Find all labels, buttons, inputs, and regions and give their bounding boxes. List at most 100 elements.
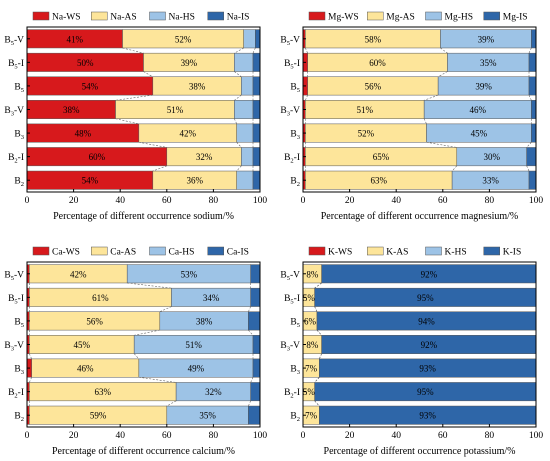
x-tick-label: 0: [25, 431, 30, 441]
data-label: 38%: [189, 81, 206, 91]
x-tick-label: 20: [345, 196, 355, 206]
connector-line: [138, 376, 177, 383]
x-tick-label: 20: [69, 431, 79, 441]
bar-segment-mg-is-b5-i: [528, 52, 537, 72]
data-label: 46%: [77, 364, 94, 374]
data-label: 34%: [203, 293, 220, 303]
connector-line: [248, 329, 254, 336]
bar-segment-na-hs-b2-i: [241, 147, 254, 167]
data-label: 35%: [480, 58, 497, 68]
data-label: 7%: [305, 411, 318, 421]
legend-swatch-ca-as: [91, 246, 108, 256]
data-label: 5%: [303, 387, 316, 397]
y-tick-label: B2: [14, 177, 24, 189]
data-label: 51%: [185, 340, 202, 350]
data-label: 7%: [305, 364, 318, 374]
y-tick-label: B2-I: [284, 153, 300, 165]
connector-line: [166, 400, 177, 407]
y-tick-label: B2-I: [284, 388, 300, 400]
connector-line: [314, 400, 320, 407]
connector-line: [319, 353, 322, 360]
y-tick-label: B5-V: [280, 35, 300, 47]
bar-segment-mg-is-b3-v: [531, 100, 537, 119]
legend-label-mg-ws: Mg-WS: [328, 13, 359, 23]
data-label: 30%: [483, 152, 500, 162]
bar-segment-na-is-b5: [252, 76, 261, 96]
data-label: 38%: [196, 316, 213, 326]
legend-label-k-is: K-IS: [503, 248, 521, 258]
bar-segment-mg-is-b5-v: [531, 29, 537, 49]
data-label: 92%: [421, 340, 438, 350]
y-tick-label: B5-V: [280, 270, 300, 282]
x-tick-label: 60: [438, 196, 448, 206]
legend-label-ca-as: Ca-AS: [110, 248, 136, 258]
connector-line: [234, 94, 242, 101]
data-label: 95%: [417, 387, 434, 397]
x-tick-label: 20: [69, 196, 79, 206]
x-axis-label: Percentage of different occurrence calci…: [52, 446, 235, 457]
data-label: 61%: [92, 293, 109, 303]
y-tick-label: B3-V: [280, 106, 300, 118]
bar-segment-ca-is-b3: [252, 358, 261, 378]
data-label: 93%: [419, 411, 436, 421]
x-tick-label: 20: [345, 431, 355, 441]
data-label: 51%: [356, 105, 373, 115]
legend-swatch-ca-is: [207, 246, 224, 256]
data-label: 54%: [82, 176, 99, 186]
data-label: 56%: [365, 81, 382, 91]
connector-line: [305, 94, 308, 101]
connector-line: [29, 353, 32, 360]
y-tick-label: B5-I: [8, 294, 24, 306]
data-label: 36%: [187, 176, 204, 186]
connector-line: [248, 306, 251, 312]
bar-segment-ca-is-b2: [248, 405, 261, 425]
connector-line: [437, 71, 448, 77]
x-axis-label: Percentage of different occurrence sodiu…: [53, 211, 234, 222]
x-axis-label: Percentage of different occurrence magne…: [321, 211, 519, 222]
bar-segment-na-hs-b5-i: [234, 52, 254, 72]
bar-segment-mg-is-b3: [531, 123, 537, 143]
x-tick-label: 40: [115, 196, 125, 206]
bar-segment-ca-is-b2-i: [250, 382, 261, 402]
y-tick-label: B2: [290, 412, 300, 424]
connector-line: [424, 94, 439, 101]
connector-line: [115, 94, 153, 101]
data-label: 42%: [180, 129, 197, 139]
legend-swatch-k-as: [367, 246, 384, 256]
legend-swatch-k-hs: [425, 246, 442, 256]
y-tick-label: B3: [290, 130, 300, 142]
connector-line: [526, 142, 532, 148]
y-tick-label: B5-I: [8, 59, 24, 71]
data-label: 48%: [75, 129, 92, 139]
bar-segment-na-is-b2-i: [252, 147, 261, 167]
y-tick-label: B3: [14, 130, 24, 142]
x-tick-label: 100: [253, 196, 268, 206]
legend-label-ca-ws: Ca-WS: [52, 248, 80, 258]
connector-line: [314, 377, 320, 383]
y-tick-label: B5-I: [284, 294, 300, 306]
data-label: 35%: [199, 411, 216, 421]
y-tick-label: B5: [14, 82, 24, 94]
connector-line: [234, 118, 237, 125]
bar-segment-mg-is-b2-i: [526, 147, 537, 167]
data-label: 58%: [365, 34, 382, 44]
x-tick-label: 100: [253, 431, 268, 441]
data-label: 42%: [70, 269, 87, 279]
bar-segment-na-hs-b3-v: [234, 100, 254, 119]
data-label: 54%: [82, 81, 99, 91]
connector-line: [528, 94, 532, 101]
data-label: 45%: [471, 129, 488, 139]
data-label: 52%: [358, 129, 375, 139]
y-tick-label: B5-V: [4, 270, 24, 282]
connector-line: [248, 400, 251, 407]
connector-line: [526, 165, 530, 172]
connector-line: [250, 377, 254, 383]
y-tick-label: B2: [290, 177, 300, 189]
legend-label-k-as: K-AS: [386, 248, 408, 258]
legend-label-mg-as: Mg-AS: [386, 13, 415, 23]
connector-line: [134, 329, 160, 336]
connector-line: [159, 306, 172, 313]
data-label: 8%: [306, 269, 319, 279]
legend-label-na-ws: Na-WS: [52, 13, 81, 23]
data-label: 59%: [90, 411, 107, 421]
